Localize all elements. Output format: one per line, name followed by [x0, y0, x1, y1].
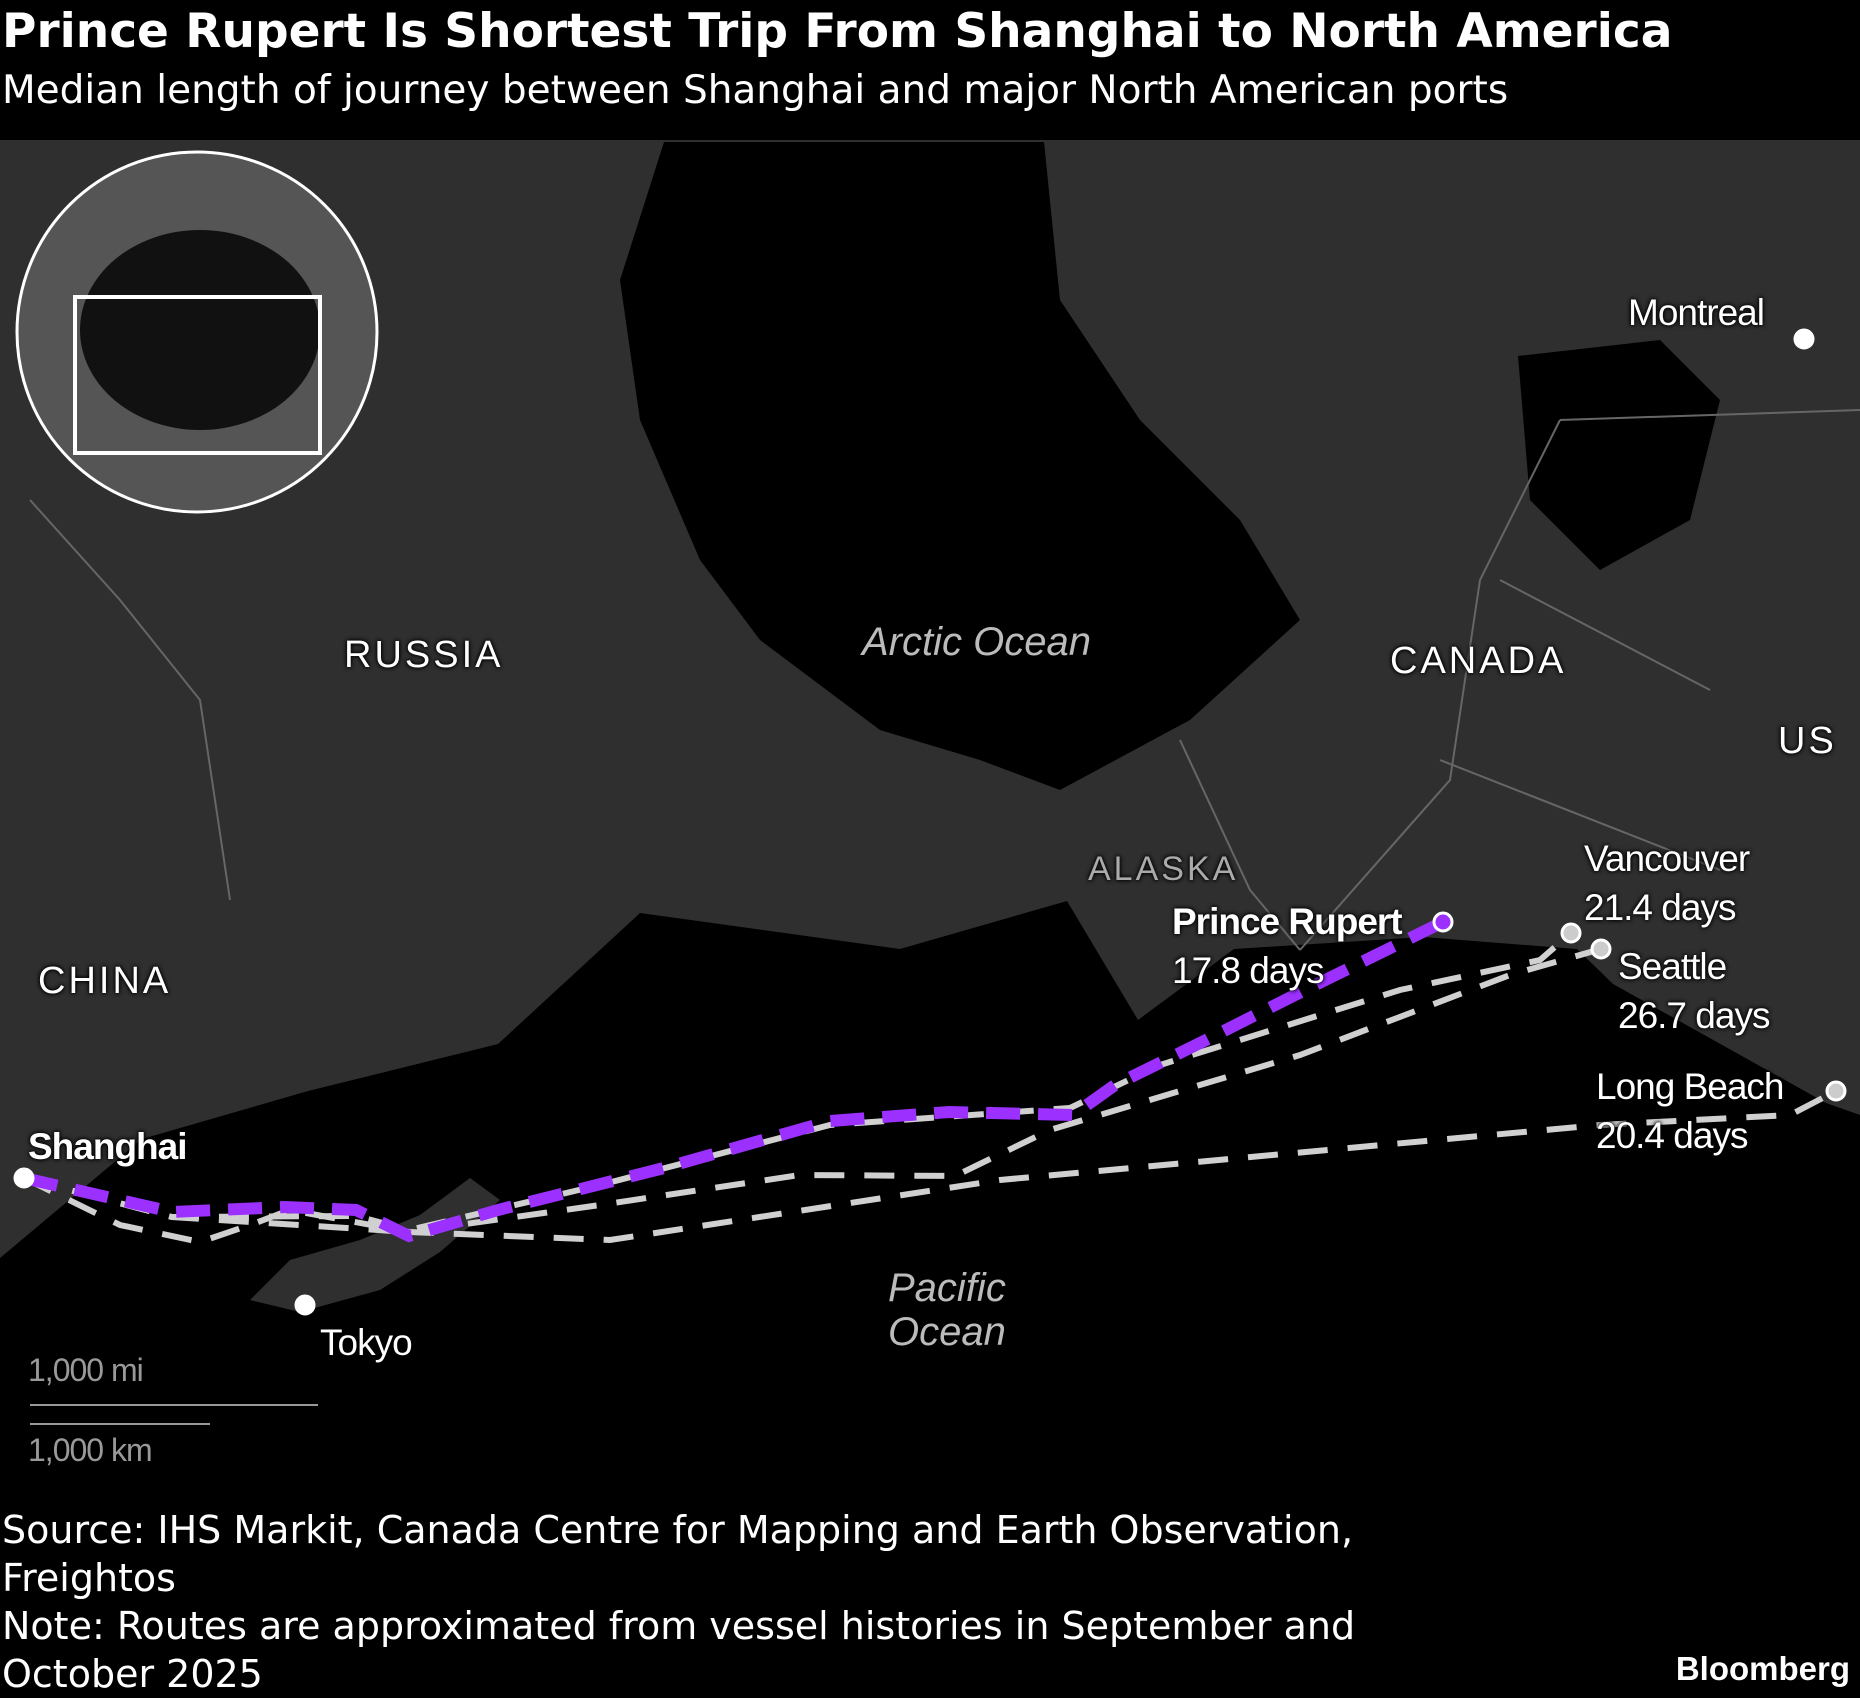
chart-subtitle: Median length of journey between Shangha… [2, 68, 1509, 113]
label-shanghai: Shanghai [28, 1126, 188, 1167]
footnote: Note: Routes are approximated from vesse… [2, 1604, 1356, 1696]
route-vancouver [23, 930, 1573, 1234]
port-days: 26.7 days [1618, 995, 1770, 1036]
route-prince-rupert [22, 916, 1446, 1243]
label-russia: RUSSIA [344, 634, 504, 676]
source-note: Source: IHS Markit, Canada Centre for Ma… [2, 1508, 1354, 1600]
label-alaska: ALASKA [1088, 850, 1239, 888]
port-days: 20.4 days [1596, 1115, 1748, 1156]
label-us: US [1778, 720, 1837, 762]
arctic-ocean-water [620, 142, 1300, 790]
label-china: CHINA [38, 960, 172, 1002]
port-name: Seattle [1618, 946, 1727, 987]
tokyo-dot [294, 1294, 316, 1316]
route-seattle [23, 946, 1602, 1236]
port-name: Prince Rupert [1172, 901, 1403, 942]
montreal-dot [1793, 328, 1815, 350]
label-pacific-ocean-2: Ocean [888, 1310, 1006, 1354]
label-prince-rupert: Prince Rupert 17.8 days [1172, 897, 1403, 995]
label-canada: CANADA [1390, 640, 1567, 682]
label-arctic-ocean: Arctic Ocean [862, 620, 1091, 664]
scale-miles-label: 1,000 mi [28, 1352, 144, 1388]
port-days: 17.8 days [1172, 950, 1324, 991]
label-long-beach: Long Beach 20.4 days [1596, 1062, 1785, 1160]
label-seattle: Seattle 26.7 days [1618, 942, 1770, 1040]
map [0, 140, 1860, 1483]
label-tokyo: Tokyo [320, 1322, 413, 1363]
routes [22, 916, 1838, 1246]
label-pacific-ocean-1: Pacific [888, 1266, 1006, 1310]
label-montreal: Montreal [1628, 292, 1765, 333]
prince-rupert-dot [1432, 911, 1454, 933]
inset-extent-box [73, 295, 322, 455]
long-beach-dot [1825, 1080, 1847, 1102]
japan-land [250, 1178, 500, 1312]
scale-bar [30, 1404, 318, 1425]
chart-title: Prince Rupert Is Shortest Trip From Shan… [2, 4, 1673, 59]
hudson-bay-water [1518, 340, 1720, 570]
port-name: Long Beach [1596, 1066, 1785, 1107]
seattle-dot [1590, 938, 1612, 960]
inset-globe [15, 150, 379, 514]
shanghai-dot [13, 1167, 35, 1189]
scale-km-label: 1,000 km [28, 1432, 153, 1468]
vancouver-dot [1560, 922, 1582, 944]
port-name: Vancouver [1584, 838, 1750, 879]
port-dots [13, 328, 1847, 1316]
port-days: 21.4 days [1584, 887, 1736, 928]
map-layer [0, 142, 1860, 1483]
borders [29, 409, 1860, 951]
bloomberg-logo: Bloomberg [1675, 1650, 1850, 1687]
label-vancouver: Vancouver 21.4 days [1584, 834, 1750, 932]
